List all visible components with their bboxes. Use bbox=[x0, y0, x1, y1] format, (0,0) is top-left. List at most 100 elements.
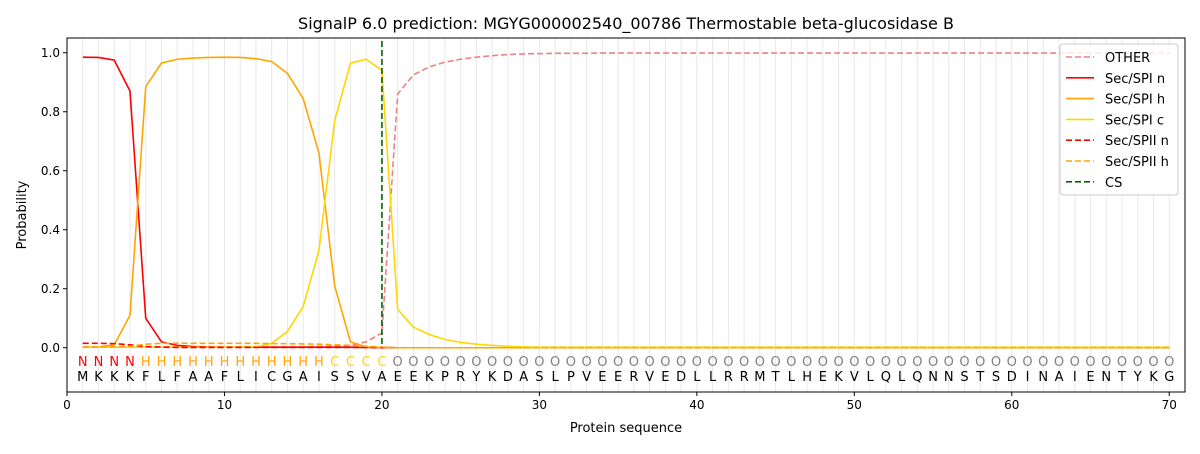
y-tick-label: 1.0 bbox=[41, 46, 60, 60]
region-label: H bbox=[188, 355, 198, 370]
residue-letter: T bbox=[771, 370, 780, 385]
y-tick-label: 0.0 bbox=[41, 341, 60, 355]
region-label: O bbox=[818, 355, 828, 370]
region-label: N bbox=[125, 355, 135, 370]
residue-letter: M bbox=[77, 370, 88, 385]
region-label: O bbox=[424, 355, 434, 370]
region-label: H bbox=[235, 355, 245, 370]
residue-letter: L bbox=[552, 370, 560, 385]
region-label: C bbox=[377, 355, 386, 370]
residue-letter: I bbox=[254, 370, 258, 385]
region-label: O bbox=[519, 355, 529, 370]
region-label: O bbox=[755, 355, 765, 370]
region-label: C bbox=[362, 355, 371, 370]
region-label: H bbox=[220, 355, 230, 370]
series-line-other bbox=[82, 52, 1170, 348]
region-label: O bbox=[408, 355, 418, 370]
region-label: O bbox=[802, 355, 812, 370]
residue-letter: A bbox=[377, 370, 386, 385]
residue-letter: F bbox=[142, 370, 149, 385]
region-label: O bbox=[692, 355, 702, 370]
x-tick-label: 30 bbox=[532, 398, 547, 412]
residue-letter: K bbox=[425, 370, 434, 385]
region-label: O bbox=[645, 355, 655, 370]
region-label: O bbox=[991, 355, 1001, 370]
residue-letter: D bbox=[676, 370, 686, 385]
sequence-letters: NMNKNKNKHFHLHFHAHAHFHLHIHCHGHAHICSCSCVCA… bbox=[77, 355, 1174, 385]
axes: 0 10 20 30 40 50 60 70 0.0 0.2 0.4 0.6 0.8 1.0 bbox=[41, 37, 1186, 412]
legend-label: Sec/SPII h bbox=[1105, 155, 1169, 170]
legend-box bbox=[1059, 43, 1179, 196]
residue-letter: R bbox=[456, 370, 465, 385]
residue-letter: P bbox=[441, 370, 449, 385]
residue-letter: L bbox=[788, 370, 796, 385]
residue-letter: R bbox=[724, 370, 733, 385]
series-lines bbox=[82, 41, 1170, 349]
residue-letter: S bbox=[960, 370, 968, 385]
region-label: O bbox=[487, 355, 497, 370]
region-label: O bbox=[456, 355, 466, 370]
legend-label: Sec/SPI c bbox=[1105, 113, 1164, 128]
region-label: O bbox=[833, 355, 843, 370]
residue-letter: E bbox=[409, 370, 417, 385]
residue-letter: L bbox=[237, 370, 245, 385]
residue-letter: T bbox=[975, 370, 984, 385]
residue-letter: A bbox=[1055, 370, 1064, 385]
region-label: H bbox=[283, 355, 293, 370]
region-label: O bbox=[1085, 355, 1095, 370]
region-label: O bbox=[770, 355, 780, 370]
y-tick-label: 0.4 bbox=[41, 223, 60, 237]
region-label: N bbox=[94, 355, 104, 370]
y-tick-label: 0.6 bbox=[41, 164, 60, 178]
residue-letter: L bbox=[898, 370, 906, 385]
residue-letter: Q bbox=[912, 370, 922, 385]
residue-letter: K bbox=[488, 370, 497, 385]
residue-letter: I bbox=[1026, 370, 1030, 385]
region-label: H bbox=[172, 355, 182, 370]
residue-letter: T bbox=[1117, 370, 1126, 385]
grid-lines bbox=[82, 38, 1170, 392]
x-tick-label: 10 bbox=[217, 398, 232, 412]
region-label: O bbox=[582, 355, 592, 370]
residue-letter: S bbox=[331, 370, 339, 385]
x-axis-label: Protein sequence bbox=[570, 421, 682, 436]
region-label: O bbox=[1054, 355, 1064, 370]
region-label: O bbox=[849, 355, 859, 370]
residue-letter: G bbox=[1164, 370, 1174, 385]
residue-letter: D bbox=[503, 370, 513, 385]
region-label: O bbox=[881, 355, 891, 370]
series-line-sec-spii-h bbox=[82, 342, 1170, 349]
y-axis-label: Probability bbox=[15, 180, 30, 249]
region-label: O bbox=[1148, 355, 1158, 370]
x-tick-label: 60 bbox=[1004, 398, 1019, 412]
residue-letter: M bbox=[754, 370, 765, 385]
residue-letter: I bbox=[317, 370, 321, 385]
residue-letter: H bbox=[802, 370, 812, 385]
region-label: O bbox=[676, 355, 686, 370]
region-label: C bbox=[346, 355, 355, 370]
residue-letter: A bbox=[519, 370, 528, 385]
region-label: H bbox=[298, 355, 308, 370]
region-label: O bbox=[629, 355, 639, 370]
x-tick-label: 70 bbox=[1162, 398, 1177, 412]
residue-letter: D bbox=[1007, 370, 1017, 385]
residue-letter: P bbox=[567, 370, 575, 385]
region-label: O bbox=[944, 355, 954, 370]
residue-letter: V bbox=[582, 370, 591, 385]
residue-letter: L bbox=[158, 370, 166, 385]
residue-letter: G bbox=[282, 370, 292, 385]
x-tick-label: 50 bbox=[847, 398, 862, 412]
region-label: O bbox=[1038, 355, 1048, 370]
region-label: O bbox=[723, 355, 733, 370]
series-line-sec-spi-c bbox=[82, 58, 1170, 348]
region-label: O bbox=[928, 355, 938, 370]
region-label: O bbox=[1164, 355, 1174, 370]
residue-letter: F bbox=[173, 370, 180, 385]
region-label: H bbox=[204, 355, 214, 370]
region-label: O bbox=[597, 355, 607, 370]
residue-letter: S bbox=[992, 370, 1000, 385]
plot-frame bbox=[66, 37, 1186, 393]
y-tick-label: 0.8 bbox=[41, 105, 60, 119]
